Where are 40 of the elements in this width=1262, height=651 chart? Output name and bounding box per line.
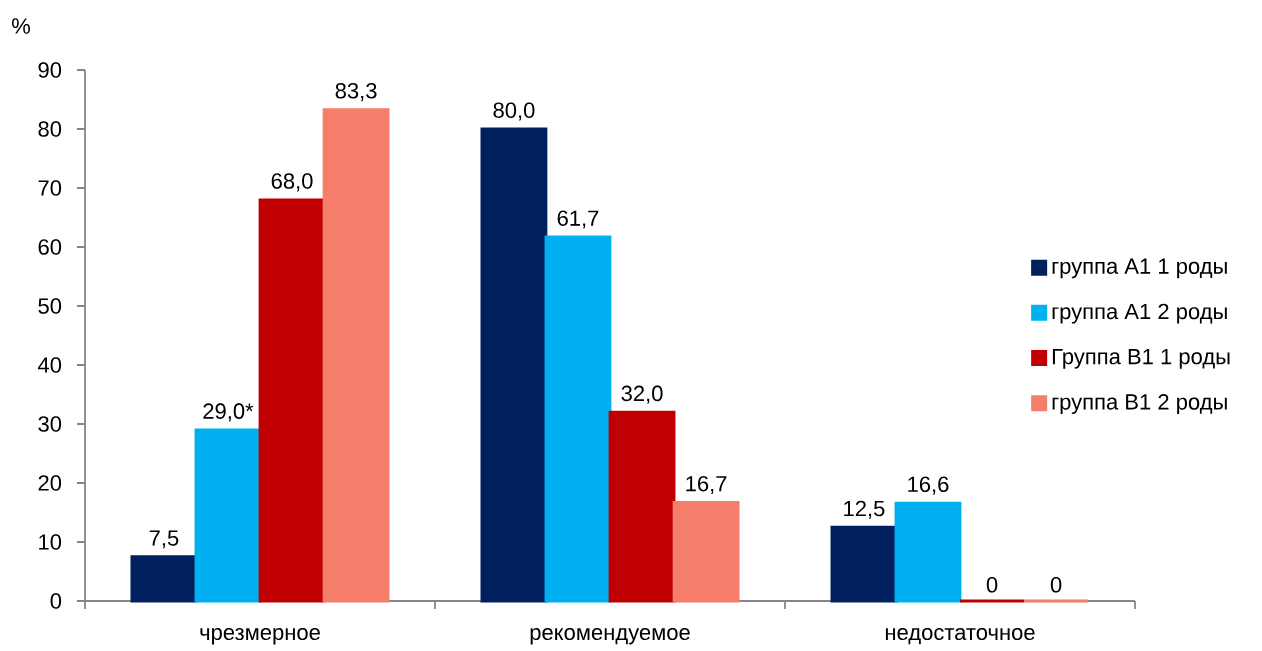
y-tick-label: 50 [38, 298, 62, 314]
bar [130, 555, 198, 603]
legend-label: группа А1 1 роды [1052, 258, 1227, 279]
y-tick-label: 10 [39, 534, 62, 550]
bar [894, 501, 962, 603]
data-label: 0 [1050, 577, 1062, 593]
y-tick-label: 40 [37, 357, 62, 373]
y-axis-title: % [12, 18, 30, 34]
bar [480, 127, 548, 603]
data-label: 80,0 [493, 102, 535, 121]
legend-label: Группа В1 1 роды [1052, 348, 1230, 369]
bar [258, 198, 326, 603]
legend-label: группа А1 2 роды [1052, 303, 1227, 324]
x-tick-label: рекомендуемое [530, 628, 690, 645]
y-tick-label: 30 [38, 416, 62, 432]
bar [608, 410, 676, 603]
bar [672, 501, 740, 603]
bar [194, 428, 262, 603]
data-label: 29,0* [203, 403, 254, 422]
data-label: 16,7 [686, 475, 727, 495]
data-label: 12,5 [844, 500, 885, 519]
data-label: 83,3 [335, 82, 377, 102]
data-label: 32,0 [621, 385, 663, 404]
y-tick-label: 0 [50, 593, 62, 609]
legend-label: группа В1 2 роды [1052, 394, 1227, 415]
data-label: 61,7 [557, 210, 599, 229]
data-label: 68,0 [271, 173, 313, 192]
y-tick-label: 80 [38, 121, 62, 137]
x-tick-label: чрезмерное [200, 628, 320, 645]
y-tick-label: 60 [38, 239, 62, 255]
y-tick-label: 70 [38, 180, 62, 196]
y-tick-label: 20 [38, 475, 62, 491]
data-label: 7,5 [149, 530, 179, 549]
bar [544, 235, 612, 603]
y-tick-label: 90 [38, 62, 62, 78]
data-label: 0 [986, 577, 998, 593]
bar [830, 525, 898, 603]
data-label: 16,6 [908, 476, 949, 495]
x-tick-label: недостаточное [885, 628, 1035, 645]
bar [322, 108, 390, 603]
